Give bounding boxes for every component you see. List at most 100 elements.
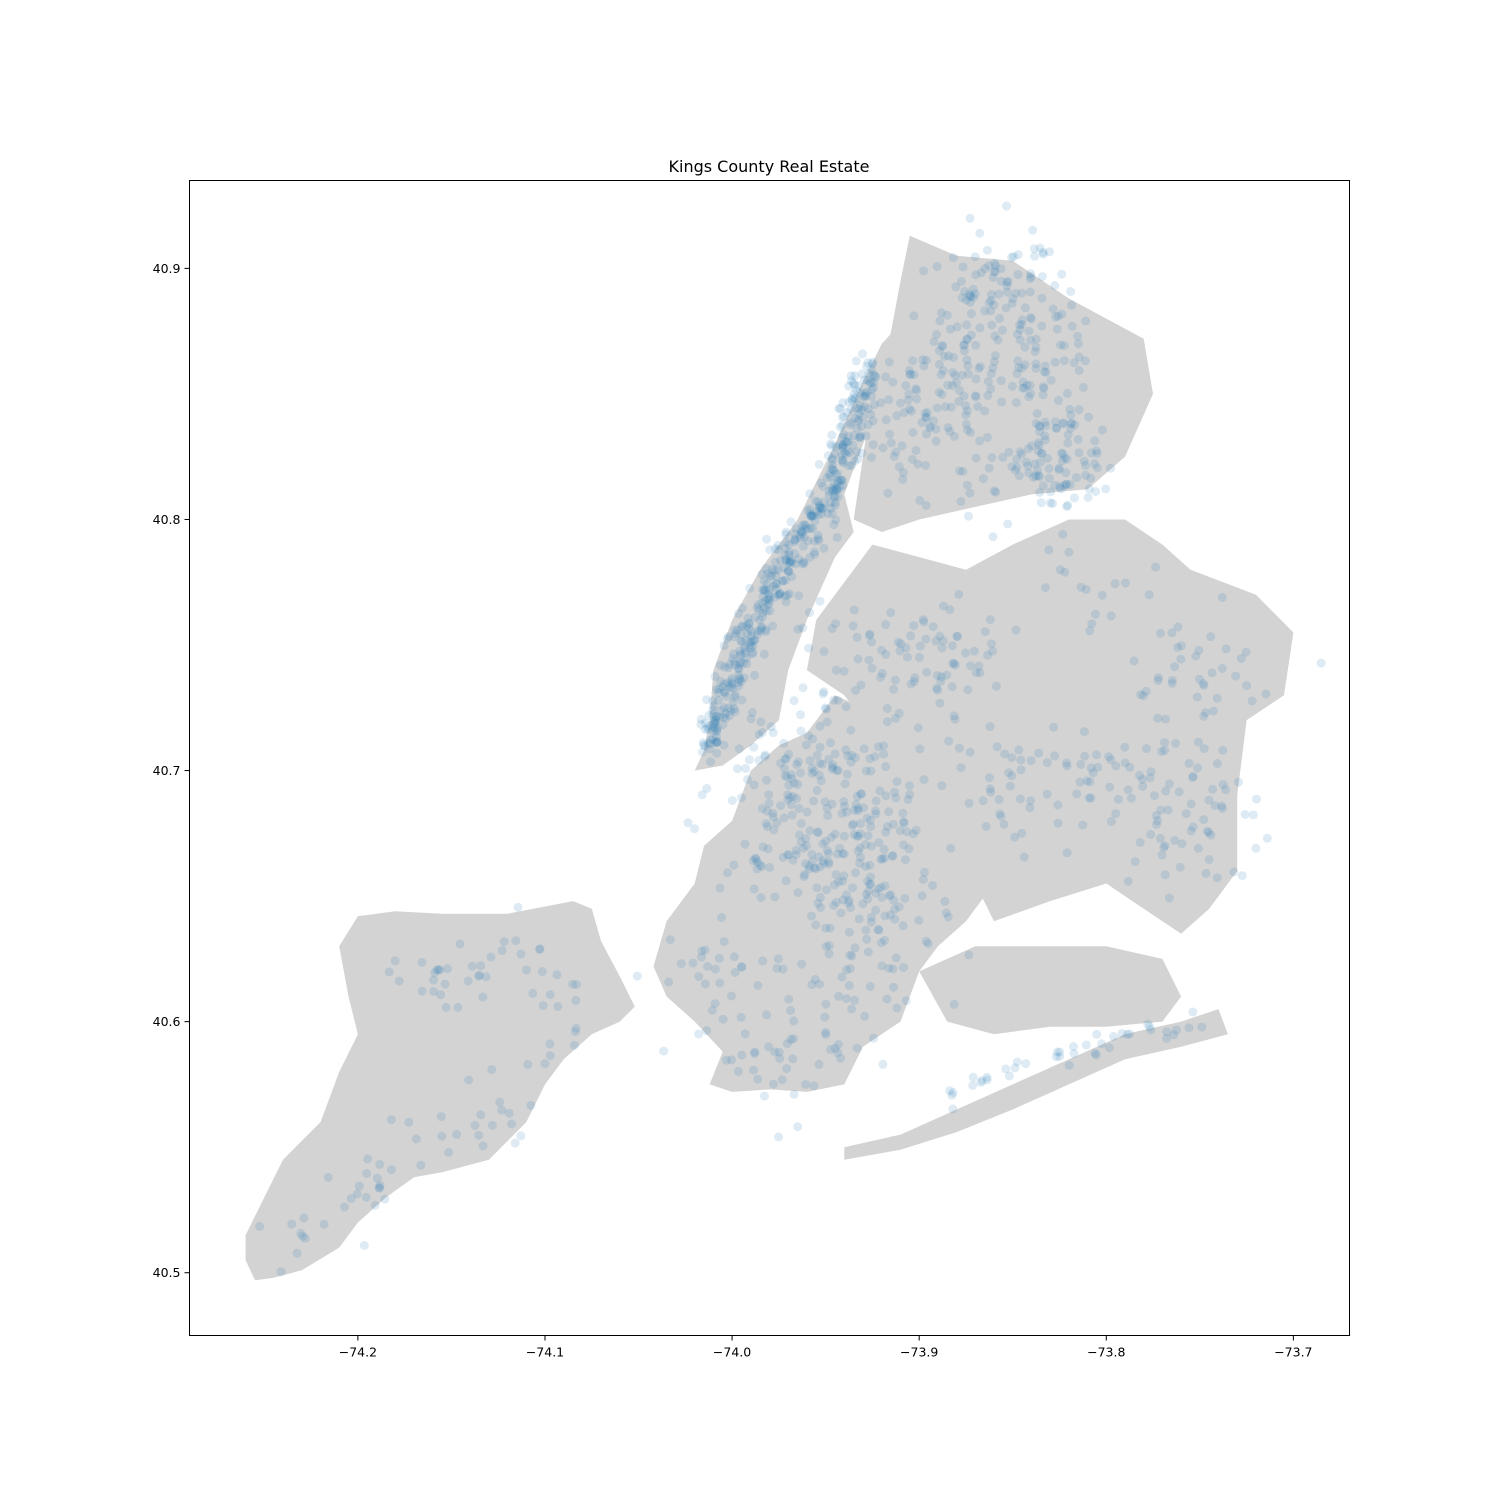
data-point: [1017, 315, 1027, 325]
data-point: [1086, 448, 1096, 458]
data-point: [848, 819, 858, 829]
data-point: [925, 421, 935, 431]
data-point: [757, 622, 767, 631]
data-point: [1002, 277, 1012, 287]
data-point: [933, 685, 942, 695]
data-point: [827, 485, 837, 495]
data-point: [773, 540, 783, 550]
data-point: [823, 849, 833, 858]
data-point: [733, 625, 742, 635]
data-point: [1188, 822, 1198, 832]
data-point: [784, 567, 794, 577]
data-point: [1261, 689, 1271, 699]
data-point: [1170, 662, 1180, 672]
data-point: [896, 398, 905, 408]
data-point: [796, 768, 805, 778]
data-point: [840, 448, 849, 458]
data-point: [730, 707, 740, 717]
data-point: [780, 550, 790, 560]
data-point: [716, 660, 725, 670]
data-point: [1014, 363, 1024, 373]
data-point: [719, 937, 729, 947]
data-point: [788, 1054, 798, 1064]
data-point: [1024, 392, 1034, 402]
data-point: [837, 456, 847, 466]
data-point: [779, 813, 789, 823]
data-point: [919, 775, 929, 785]
data-point: [839, 412, 849, 421]
data-point: [799, 872, 809, 882]
data-point: [773, 954, 783, 964]
data-point: [966, 309, 976, 319]
data-point: [880, 911, 890, 921]
data-point: [946, 843, 956, 853]
data-point: [1055, 1052, 1065, 1061]
data-point: [727, 991, 736, 1001]
data-point: [948, 658, 958, 668]
data-point: [821, 836, 831, 846]
data-point: [1057, 309, 1067, 319]
data-point: [1176, 641, 1186, 651]
x-tick-label: −73.7: [1274, 1345, 1312, 1360]
data-point: [948, 353, 958, 362]
data-point: [944, 351, 953, 361]
data-point: [1002, 287, 1012, 297]
data-point: [851, 868, 861, 878]
data-point: [976, 268, 986, 278]
data-point: [700, 725, 710, 734]
data-point: [749, 884, 759, 894]
data-point: [877, 961, 887, 971]
data-point: [1022, 381, 1032, 390]
data-point: [1162, 1033, 1172, 1043]
data-point: [1021, 457, 1031, 467]
data-point: [795, 533, 805, 543]
data-point: [779, 563, 788, 573]
data-point: [1026, 335, 1036, 345]
data-point: [737, 622, 747, 632]
data-point: [1044, 464, 1054, 473]
data-point: [735, 673, 744, 683]
data-point: [763, 594, 773, 604]
data-point: [788, 855, 798, 865]
data-point: [800, 524, 810, 534]
data-point: [815, 758, 825, 768]
data-point: [1199, 815, 1209, 825]
data-point: [813, 898, 823, 908]
data-point: [789, 778, 799, 788]
data-point: [708, 734, 718, 744]
data-point: [765, 862, 775, 872]
data-point: [801, 859, 810, 869]
data-point: [1074, 405, 1084, 415]
data-point: [971, 392, 981, 402]
data-point: [853, 415, 863, 424]
data-point: [816, 478, 826, 488]
data-point: [897, 441, 907, 451]
data-point: [863, 894, 873, 904]
data-point: [1074, 352, 1084, 362]
data-point: [921, 501, 931, 510]
data-point: [877, 892, 887, 902]
data-point: [871, 806, 880, 816]
data-point: [950, 714, 960, 724]
data-point: [995, 809, 1005, 819]
data-point: [734, 664, 744, 674]
data-point: [699, 740, 709, 750]
data-point: [786, 770, 796, 780]
data-point: [712, 711, 722, 721]
data-point: [918, 615, 928, 625]
data-point: [744, 618, 754, 628]
data-point: [998, 325, 1007, 335]
data-point: [837, 876, 847, 886]
data-point: [1106, 816, 1116, 826]
data-point: [838, 429, 848, 439]
data-point: [474, 971, 484, 981]
data-point: [1007, 298, 1017, 308]
data-point: [847, 461, 857, 470]
data-point: [824, 941, 834, 950]
data-point: [807, 911, 817, 921]
data-point: [898, 475, 908, 484]
data-point: [1038, 382, 1048, 392]
data-point: [722, 691, 731, 701]
data-point: [737, 637, 747, 647]
data-point: [1125, 762, 1135, 772]
